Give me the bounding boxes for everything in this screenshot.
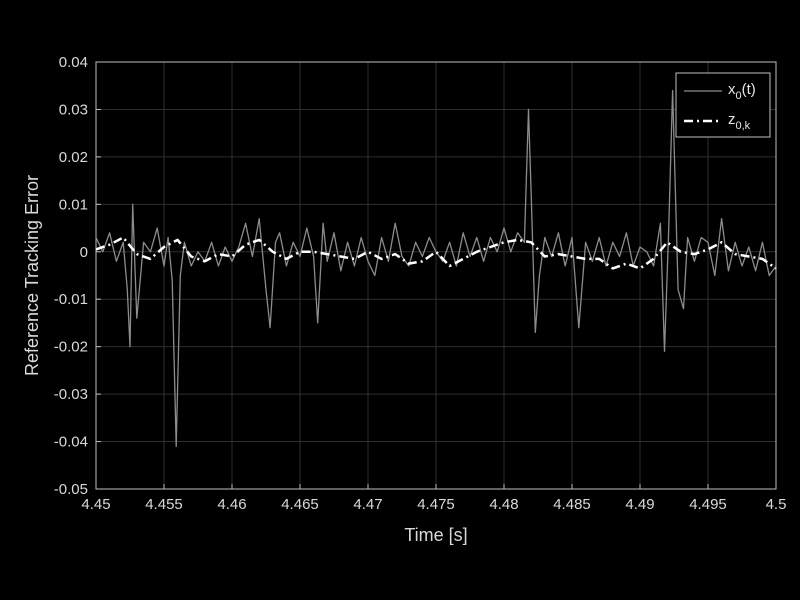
series-line-z — [95, 236, 777, 270]
series-layer — [95, 89, 777, 447]
legend-label-x: x0(t) — [728, 81, 756, 102]
x-tick-label: 4.475 — [417, 496, 455, 513]
x-tick-label: 4.46 — [217, 496, 246, 513]
y-tick-label: 0.03 — [59, 101, 88, 118]
y-axis-title: Reference Tracking Error — [22, 175, 42, 376]
y-tick-label: -0.03 — [54, 386, 88, 403]
x-tick-label: 4.5 — [766, 496, 787, 513]
x-tick-label: 4.495 — [689, 496, 727, 513]
x-tick-label: 4.47 — [353, 496, 382, 513]
legend-box — [675, 72, 771, 138]
x-tick-label: 4.465 — [281, 496, 319, 513]
x-tick-label: 4.48 — [489, 496, 518, 513]
x-tick-label: 4.455 — [145, 496, 183, 513]
y-tick-label: 0.02 — [59, 149, 88, 166]
x-tick-label: 4.49 — [625, 496, 654, 513]
x-tick-label: 4.485 — [553, 496, 591, 513]
y-tick-label: 0.04 — [59, 54, 88, 71]
x-tick-label: 4.45 — [81, 496, 110, 513]
y-tick-label: 0.01 — [59, 196, 88, 213]
y-tick-label: 0 — [80, 244, 88, 261]
axis-ticks: 4.45 4.455 4.46 4.465 4.47 4.475 4.48 4.485 4.49… — [54, 54, 787, 513]
y-tick-label: -0.04 — [54, 434, 88, 451]
legend: x0(t) z0,k — [675, 72, 771, 138]
y-tick-label: -0.05 — [54, 481, 88, 498]
y-tick-label: -0.01 — [54, 291, 88, 308]
legend-label-z: z0,k — [728, 111, 751, 132]
y-tick-label: -0.02 — [54, 339, 88, 356]
series-line-x — [95, 89, 777, 447]
x-axis-title: Time [s] — [404, 525, 467, 545]
